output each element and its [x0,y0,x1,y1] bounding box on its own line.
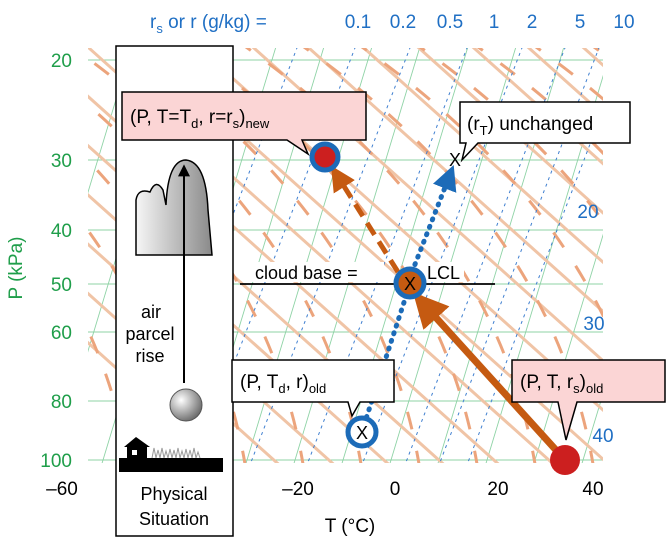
y-tick-label: 50 [51,275,72,296]
lcl-marker [393,266,427,300]
mixing-ratio-values: 0.1 0.2 0.5 1 2 5 10 [345,12,635,33]
dry-adiabat-line [88,94,500,463]
y-tick-label: 80 [51,392,72,413]
isotherm-line [628,40,667,470]
right-label: 40 [592,426,613,447]
svg-text:(P, T, rs)old: (P, T, rs)old [520,372,603,396]
callout-unchanged: (rT) unchanged [459,101,631,163]
header-prefix: rs or r (g/kg) = [150,12,267,36]
x-tick-label: –60 [46,479,78,500]
callout-old-state: (P, T, rs)old [511,359,666,441]
total-water-arrow [409,165,457,275]
moist-adiabat-line [418,48,603,224]
cloud-base-label-bg [252,262,384,282]
right-label: 30 [583,314,604,335]
right-mixing-labels: 20 30 40 [577,202,613,447]
house-icon [124,437,150,458]
x-tick-label: 40 [582,479,603,500]
cumulus-cloud-icon [135,159,213,256]
dry-adiabat-line [361,48,603,265]
y-tick-label: 40 [51,221,72,242]
air-parcel-icon [169,388,203,422]
moist-adiabatic-arrow [331,165,401,274]
moist-adiabat-line [534,48,603,101]
lcl-x: X [404,274,416,294]
mixing-ratio-value: 0.1 [345,12,371,33]
dewpoint-rise-arrow [361,287,411,428]
panel-air: air [141,302,161,322]
moist-adiabat-line [476,48,603,156]
mixing-ratio-value: 2 [527,12,538,33]
cloud-base-label: cloud base = [255,263,358,283]
right-label: 20 [577,202,598,223]
lcl-label: LCL [427,263,460,283]
old-dewpoint-marker [345,415,379,449]
panel-rise: rise [135,346,164,366]
y-tick-label: 60 [51,323,72,344]
moist-adiabat-line [642,40,667,470]
new-state-dot [309,141,341,173]
svg-text:(P, T=Td, r=rs)new: (P, T=Td, r=rs)new [130,107,270,131]
panel-parcel: parcel [125,324,174,344]
mixing-ratio-value: 0.2 [390,12,416,33]
x-axis-ticks: –60 –20 0 20 40 [46,479,603,500]
dry-adiabatic-arrow [412,292,568,463]
isotherm-line [88,48,133,194]
ground [119,458,223,472]
svg-text:(P, Td, r)old: (P, Td, r)old [240,372,326,396]
old-dew-x: X [356,423,368,443]
y-tick-label: 30 [51,151,72,172]
x-tick-label: 20 [487,479,508,500]
callout-old-dew: (P, Td, r)old [231,359,395,418]
mixing-ratio-value: 5 [575,12,586,33]
mixing-ratio-value: 1 [489,12,500,33]
unchanged-x: X [449,150,461,170]
svg-text:(rT) unchanged: (rT) unchanged [467,114,593,138]
old-state-dot [550,445,580,475]
panel-footer-1: Physical [140,484,207,504]
y-axis-label: P (kPa) [6,236,27,299]
y-axis-ticks: 20 30 40 50 60 80 100 [40,51,72,472]
mixing-ratio-value: 0.5 [437,12,463,33]
moist-adiabat-line [360,48,603,320]
dry-adiabat-line [630,40,667,470]
callout-new-state: (P, T=Td, r=rs)new [121,91,367,157]
y-tick-label: 20 [51,51,72,72]
dry-adiabat-line [306,48,603,314]
x-tick-label: –20 [282,479,314,500]
moist-adiabat-line [88,228,189,463]
x-tick-label: 0 [390,479,401,500]
mixing-ratio-value: 10 [613,12,634,33]
y-tick-label: 100 [40,451,72,472]
x-axis-label: T (°C) [325,516,376,537]
panel-footer-2: Situation [139,509,209,529]
